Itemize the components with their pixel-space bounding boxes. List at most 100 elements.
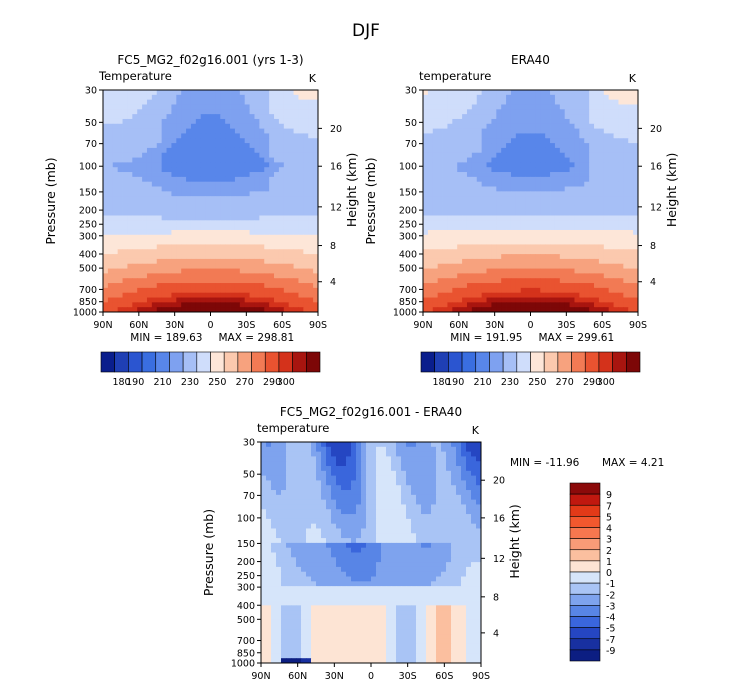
heatmap-cell: [278, 239, 285, 245]
heatmap-cell: [603, 215, 610, 221]
heatmap-cell: [286, 504, 292, 510]
heatmap-cell: [628, 278, 634, 284]
heatmap-cell: [441, 475, 447, 481]
heatmap-cell: [462, 215, 468, 221]
heatmap-cell: [200, 249, 207, 255]
heatmap-cell: [220, 118, 226, 125]
heatmap-cell: [457, 205, 463, 212]
heatmap-cell: [166, 215, 172, 221]
heatmap-cell: [321, 514, 327, 520]
heatmap-cell: [283, 234, 290, 241]
colorbar-swatch: [543, 351, 559, 373]
heatmap-cell: [471, 254, 478, 260]
heatmap-cell: [540, 123, 546, 130]
heatmap-cell: [271, 451, 277, 457]
heatmap-cell: [142, 263, 148, 269]
heatmap-cell: [535, 244, 541, 250]
heatmap-cell: [261, 514, 267, 520]
heatmap-cell: [249, 273, 255, 279]
heatmap-cell: [244, 152, 250, 158]
heatmap-cell: [462, 254, 468, 260]
heatmap-cell: [107, 133, 114, 139]
max-label: MAX = 298.81: [219, 332, 295, 344]
heatmap-cell: [171, 273, 177, 279]
heatmap-cell: [628, 254, 634, 260]
heatmap-cell: [103, 90, 109, 96]
heatmap-cell: [510, 109, 517, 115]
heatmap-cell: [117, 225, 123, 231]
heatmap-cell: [598, 147, 605, 154]
heatmap-cell: [151, 307, 158, 313]
heatmap-cell: [122, 162, 128, 168]
y-tick-label: 200: [79, 206, 97, 217]
heatmap-cell: [371, 523, 377, 529]
heatmap-cell: [436, 514, 442, 520]
heatmap-cell: [151, 147, 158, 154]
heatmap-cell: [535, 118, 541, 125]
heatmap-cell: [447, 143, 453, 149]
heatmap-cell: [269, 215, 275, 221]
variable-label: temperature: [257, 421, 329, 435]
heatmap-cell: [156, 123, 163, 130]
heatmap-cell: [530, 201, 536, 207]
heatmap-cell: [313, 162, 319, 168]
heatmap-cell: [281, 466, 287, 472]
heatmap-cell: [476, 172, 483, 178]
heatmap-cell: [466, 307, 473, 313]
heatmap-cell: [520, 123, 527, 130]
heatmap-cell: [171, 114, 177, 120]
heatmap-cell: [303, 157, 309, 163]
heatmap-cell: [406, 456, 412, 462]
heatmap-cell: [589, 176, 595, 183]
heatmap-cell: [316, 470, 322, 477]
heatmap-cell: [520, 181, 527, 187]
heatmap-cell: [506, 215, 512, 221]
heatmap-cell: [432, 273, 439, 279]
heatmap-cell: [608, 297, 614, 303]
heatmap-cell: [326, 509, 332, 515]
heatmap-cell: [501, 99, 507, 105]
heatmap-cell: [452, 302, 458, 308]
heatmap-cell: [293, 201, 299, 207]
heatmap-cell: [574, 234, 580, 241]
heatmap-cell: [426, 490, 432, 496]
heatmap-cell: [156, 205, 163, 212]
heatmap-cell: [376, 451, 382, 457]
heatmap-cell: [151, 292, 158, 298]
heatmap-cell: [491, 186, 497, 192]
heatmap-cell: [346, 504, 352, 510]
heatmap-cell: [623, 104, 629, 110]
heatmap-cell: [535, 191, 541, 197]
heatmap-cell: [481, 152, 487, 158]
heatmap-cell: [476, 461, 482, 467]
heatmap-cell: [351, 475, 357, 481]
heatmap-cell: [501, 147, 507, 154]
heatmap-cell: [326, 442, 332, 448]
heatmap-cell: [618, 147, 624, 154]
heatmap-cell: [584, 176, 590, 183]
heatmap-cell: [186, 191, 192, 197]
heatmap-cell: [276, 485, 282, 491]
heatmap-cell: [416, 456, 422, 462]
heatmap-cell: [351, 499, 357, 505]
heatmap-cell: [584, 128, 590, 134]
heatmap-cell: [406, 446, 412, 452]
heatmap-cell: [437, 220, 443, 226]
heatmap-cell: [496, 123, 502, 130]
heatmap-cell: [594, 210, 600, 216]
heatmap-cell: [274, 302, 280, 308]
heatmap-cell: [298, 109, 304, 115]
heatmap-cell: [589, 244, 595, 250]
heatmap-cell: [306, 509, 312, 515]
heatmap-cell: [220, 254, 226, 260]
colorbar-label: 290: [263, 377, 281, 388]
heatmap-cell: [540, 283, 546, 289]
heatmap-cell: [283, 244, 290, 250]
heatmap-cell: [466, 494, 472, 501]
heatmap-cell: [107, 215, 114, 221]
heatmap-cell: [381, 456, 387, 462]
heatmap-cell: [564, 123, 570, 130]
heatmap-cell: [220, 225, 226, 231]
heatmap-cell: [447, 302, 453, 308]
heatmap-cell: [176, 268, 182, 274]
